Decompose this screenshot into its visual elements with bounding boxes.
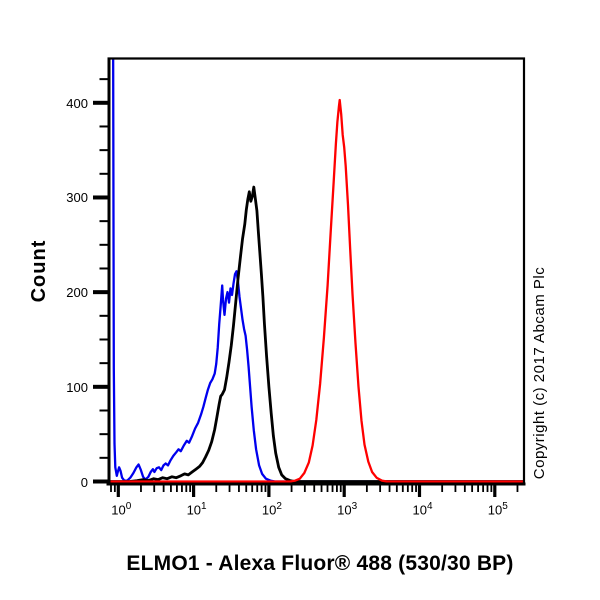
x-tick-label: 105: [487, 501, 508, 518]
black-curve: [110, 185, 524, 483]
blue-curve: [112, 57, 524, 483]
y-tick-label: 300: [66, 190, 88, 206]
curves-group: [110, 57, 524, 483]
x-tick-label: 101: [186, 501, 207, 518]
x-tick-label: 104: [412, 501, 433, 518]
y-tick-label: 100: [66, 379, 88, 395]
x-tick-label: 103: [337, 501, 358, 518]
chart-title: ELMO1 - Alexa Fluor® 488 (530/30 BP): [126, 552, 514, 575]
y-tick-label: 400: [66, 95, 88, 111]
red-curve: [110, 98, 524, 483]
y-tick-label: 200: [66, 285, 88, 301]
y-axis-title: Count: [28, 239, 50, 303]
x-tick-label: 102: [261, 501, 282, 518]
x-tick-label: 100: [111, 501, 132, 518]
y-tick-label: 0: [80, 474, 88, 490]
copyright-text: Copyright (c) 2017 Abcam Plc: [531, 266, 548, 480]
